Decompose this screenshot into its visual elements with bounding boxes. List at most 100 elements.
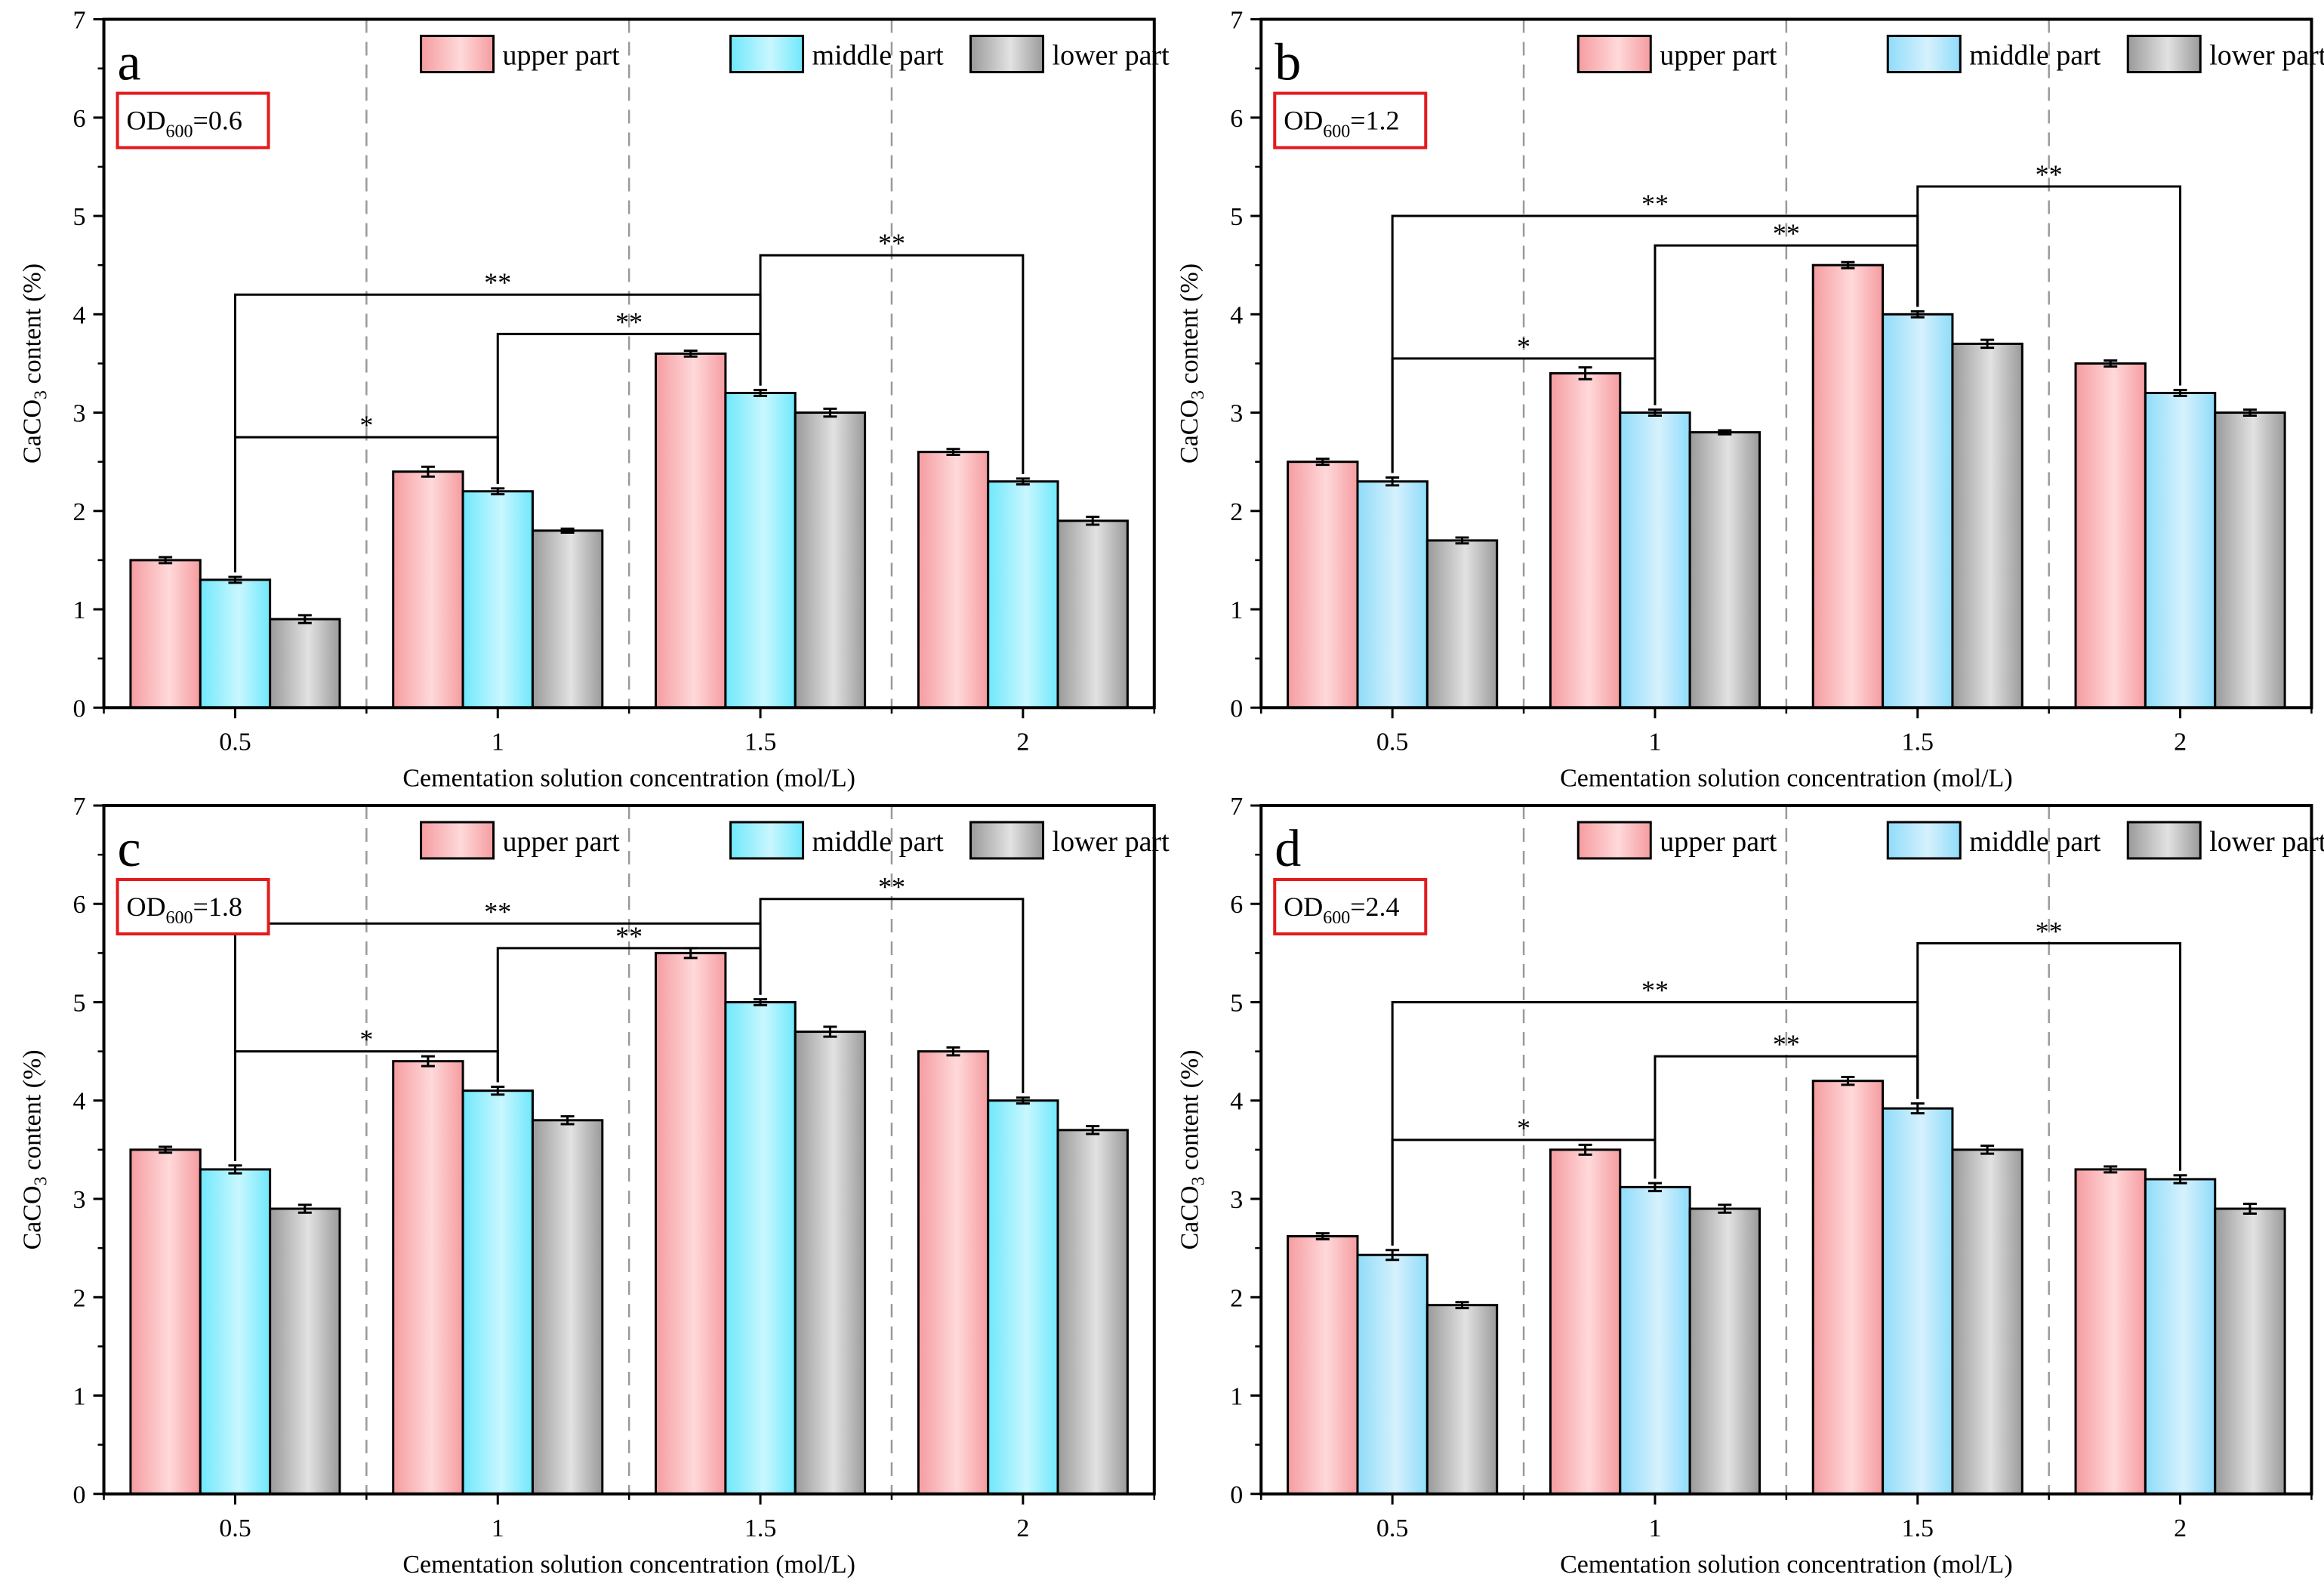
error-bar — [823, 1025, 837, 1038]
significance-bracket: ** — [1916, 159, 2182, 386]
x-tick-label: 1 — [1648, 1514, 1661, 1542]
error-bar — [1910, 310, 1925, 319]
x-tick-label: 0.5 — [219, 728, 251, 756]
bar-upper-part-1.5 — [1811, 1080, 1885, 1496]
error-bar — [560, 1115, 575, 1126]
x-tick-label: 1.5 — [744, 728, 777, 756]
legend-label: middle part — [812, 826, 945, 858]
legend-label: lower part — [1053, 826, 1170, 858]
y-axis-label: CaCO3 content (%) — [19, 1049, 51, 1249]
bar-middle-part-1.5 — [1882, 313, 1954, 709]
error-bar — [1841, 260, 1855, 270]
y-tick-label: 7 — [73, 793, 86, 821]
error-bar — [1980, 1145, 1995, 1155]
bar-upper-part-1.5 — [655, 951, 727, 1496]
legend-swatch-middle-part — [729, 35, 805, 74]
error-bar — [2104, 1165, 2118, 1174]
error-bar — [1718, 429, 1732, 436]
y-tick-label: 3 — [73, 400, 86, 428]
significance-label: ** — [1641, 189, 1669, 219]
x-axis-label: Cementation solution concentration (mol/… — [1560, 1551, 2013, 1579]
panel-letter: b — [1275, 34, 1301, 92]
y-tick-label: 6 — [73, 891, 86, 919]
error-bar — [754, 389, 768, 397]
y-tick-label: 7 — [1230, 7, 1243, 35]
legend: upper part middle part lower part — [420, 35, 1170, 74]
legend-swatch-lower-part — [2126, 821, 2202, 860]
x-tick-label: 0.5 — [1376, 728, 1409, 756]
error-bar — [1455, 536, 1469, 545]
significance-label: ** — [615, 307, 643, 337]
svg-text:OD600=2.4: OD600=2.4 — [1284, 892, 1399, 928]
bar-lower-part-2 — [1056, 519, 1129, 709]
y-tick-label: 1 — [1230, 1383, 1243, 1411]
legend-label: lower part — [1053, 40, 1170, 72]
legend-swatch-lower-part — [969, 35, 1045, 74]
error-bar — [491, 487, 505, 496]
bar-lower-part-1.5 — [794, 411, 867, 709]
bar-upper-part-2 — [917, 1050, 990, 1496]
y-tick-label: 1 — [73, 596, 86, 624]
error-bar — [2242, 408, 2257, 417]
significance-label: ** — [484, 896, 511, 926]
bar-middle-part-1 — [1619, 1185, 1691, 1496]
legend-swatch-lower-part — [2126, 35, 2202, 74]
bar-upper-part-0.5 — [1287, 1234, 1359, 1496]
error-bar — [1647, 1182, 1662, 1193]
error-bar — [1980, 338, 1995, 350]
bar-middle-part-1 — [1619, 411, 1691, 709]
y-tick-label: 5 — [1230, 989, 1243, 1017]
bar-middle-part-1.5 — [724, 392, 797, 709]
x-axis-label: Cementation solution concentration (mol/… — [402, 764, 855, 792]
y-tick-label: 4 — [73, 301, 86, 329]
bar-lower-part-0.5 — [269, 618, 341, 709]
error-bar — [1016, 477, 1030, 486]
bar-upper-part-1 — [392, 1060, 464, 1496]
x-tick-label: 2 — [2174, 1514, 2187, 1542]
bar-lower-part-1 — [1688, 431, 1761, 709]
bar-lower-part-0.5 — [1426, 539, 1499, 709]
error-bar — [1385, 476, 1400, 487]
x-axis-label: Cementation solution concentration (mol/… — [1560, 764, 2013, 792]
bar-upper-part-1.5 — [1811, 263, 1885, 709]
bar-lower-part-2 — [1056, 1129, 1129, 1496]
panel-letter: a — [118, 34, 141, 92]
significance-label: ** — [2036, 159, 2063, 189]
y-tick-label: 5 — [73, 203, 86, 231]
x-tick-label: 1 — [492, 1514, 504, 1542]
error-bar — [1385, 1249, 1400, 1262]
bar-middle-part-0.5 — [199, 1168, 272, 1496]
od-annotation: OD600=2.4 — [1273, 877, 1428, 935]
bar-middle-part-1.5 — [1882, 1107, 1954, 1496]
error-bar — [2104, 359, 2118, 368]
bar-middle-part-0.5 — [199, 578, 272, 709]
legend-label: upper part — [1660, 826, 1777, 858]
error-bar — [1841, 1075, 1855, 1086]
bar-lower-part-2 — [2214, 1207, 2286, 1496]
significance-label: * — [1517, 331, 1530, 362]
x-tick-label: 2 — [2174, 728, 2187, 756]
od-annotation: OD600=1.2 — [1273, 91, 1428, 149]
legend: upper part middle part lower part — [420, 821, 1170, 860]
panel-letter: c — [118, 820, 141, 878]
y-axis-label: CaCO3 content (%) — [19, 263, 51, 464]
y-tick-label: 4 — [73, 1088, 86, 1116]
y-tick-label: 4 — [1230, 301, 1243, 329]
bar-middle-part-2 — [987, 480, 1059, 709]
error-bar — [683, 349, 698, 358]
bar-middle-part-2 — [987, 1099, 1059, 1496]
error-bar — [1718, 1203, 1732, 1214]
legend-swatch-lower-part — [969, 821, 1045, 860]
legend-label: upper part — [503, 826, 621, 858]
error-bar — [159, 556, 173, 565]
error-bar — [823, 407, 837, 418]
y-tick-label: 0 — [73, 1481, 86, 1509]
legend-swatch-upper-part — [1577, 35, 1652, 74]
x-tick-label: 1 — [492, 728, 504, 756]
bar-upper-part-2 — [2074, 362, 2147, 709]
bar-lower-part-2 — [2214, 411, 2286, 709]
error-bar — [159, 1145, 173, 1154]
bar-upper-part-1.5 — [655, 352, 727, 709]
